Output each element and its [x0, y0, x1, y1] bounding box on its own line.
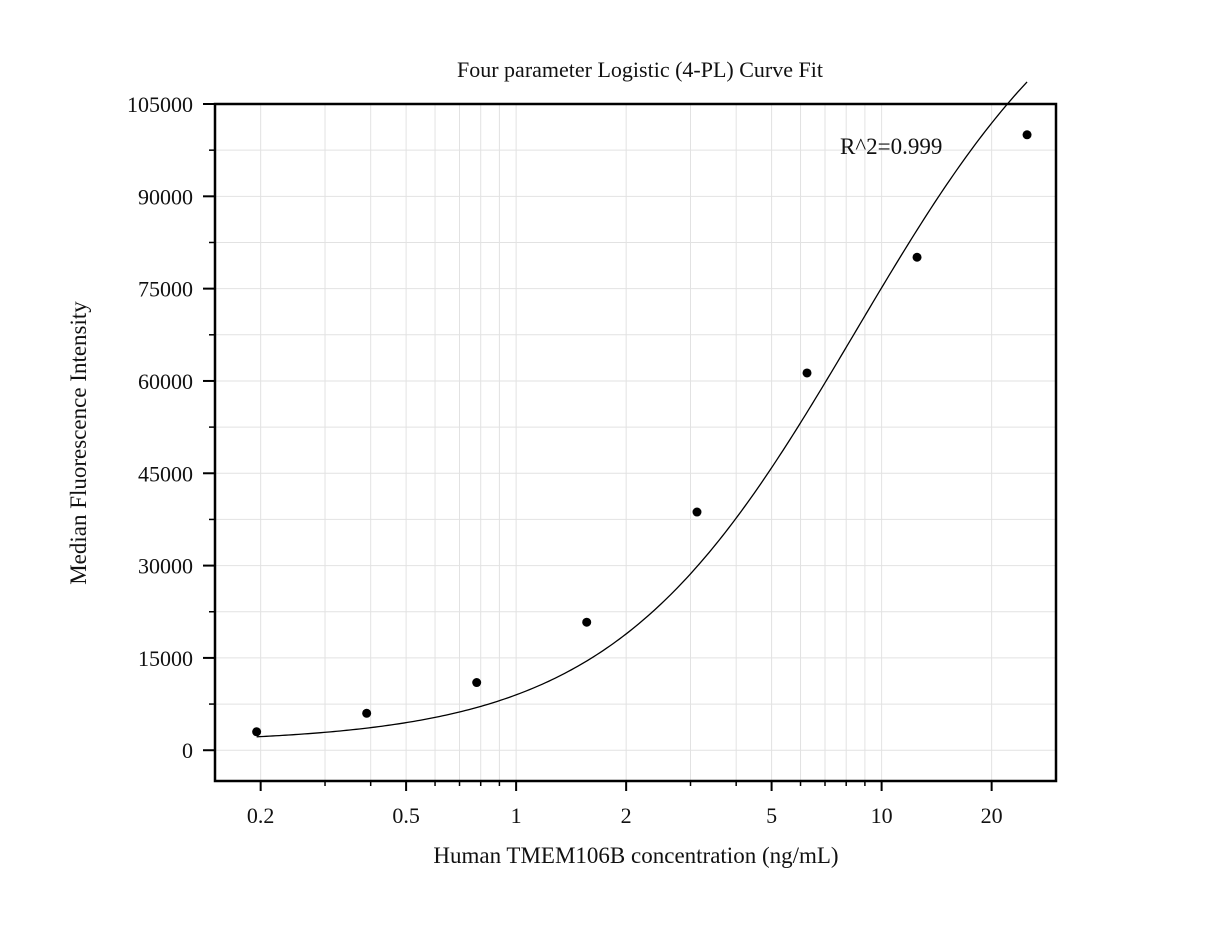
x-tick-label: 10	[871, 803, 893, 828]
data-point	[802, 368, 812, 378]
y-tick-label: 0	[182, 738, 193, 763]
data-point	[252, 727, 262, 737]
x-tick-label: 1	[511, 803, 522, 828]
x-tick-label: 0.2	[247, 803, 275, 828]
y-tick-label: 15000	[138, 646, 193, 671]
y-tick-label: 105000	[127, 92, 193, 117]
x-tick-label: 5	[766, 803, 777, 828]
grid-layer	[215, 103, 1056, 781]
y-tick-label: 75000	[138, 277, 193, 302]
annotation-r2: R^2=0.999	[840, 134, 942, 159]
data-point	[362, 708, 372, 718]
x-tick-label: 0.5	[392, 803, 420, 828]
data-point	[472, 678, 482, 688]
y-tick-label: 30000	[138, 554, 193, 579]
y-tick-label: 45000	[138, 461, 193, 486]
x-axis-label: Human TMEM106B concentration (ng/mL)	[433, 843, 838, 868]
chart-title: Four parameter Logistic (4-PL) Curve Fit	[457, 57, 823, 82]
fit-curve-line	[256, 81, 1028, 738]
curve-layer	[256, 81, 1028, 738]
x-tick-label: 2	[621, 803, 632, 828]
points-layer	[252, 130, 1032, 737]
plot-frame	[213, 102, 1058, 783]
y-tick-label: 60000	[138, 369, 193, 394]
y-tick-label: 90000	[138, 184, 193, 209]
data-point	[582, 617, 592, 627]
data-point	[912, 252, 922, 262]
y-axis-label: Median Fluorescence Intensity	[66, 301, 91, 585]
x-tick-label: 20	[981, 803, 1003, 828]
data-point	[1022, 130, 1032, 140]
data-point	[692, 507, 702, 517]
ticks-layer: 0.2 0.5 1 2 5 10 20 0 15000 30000 45000 60000 75000 9…	[127, 92, 1003, 828]
